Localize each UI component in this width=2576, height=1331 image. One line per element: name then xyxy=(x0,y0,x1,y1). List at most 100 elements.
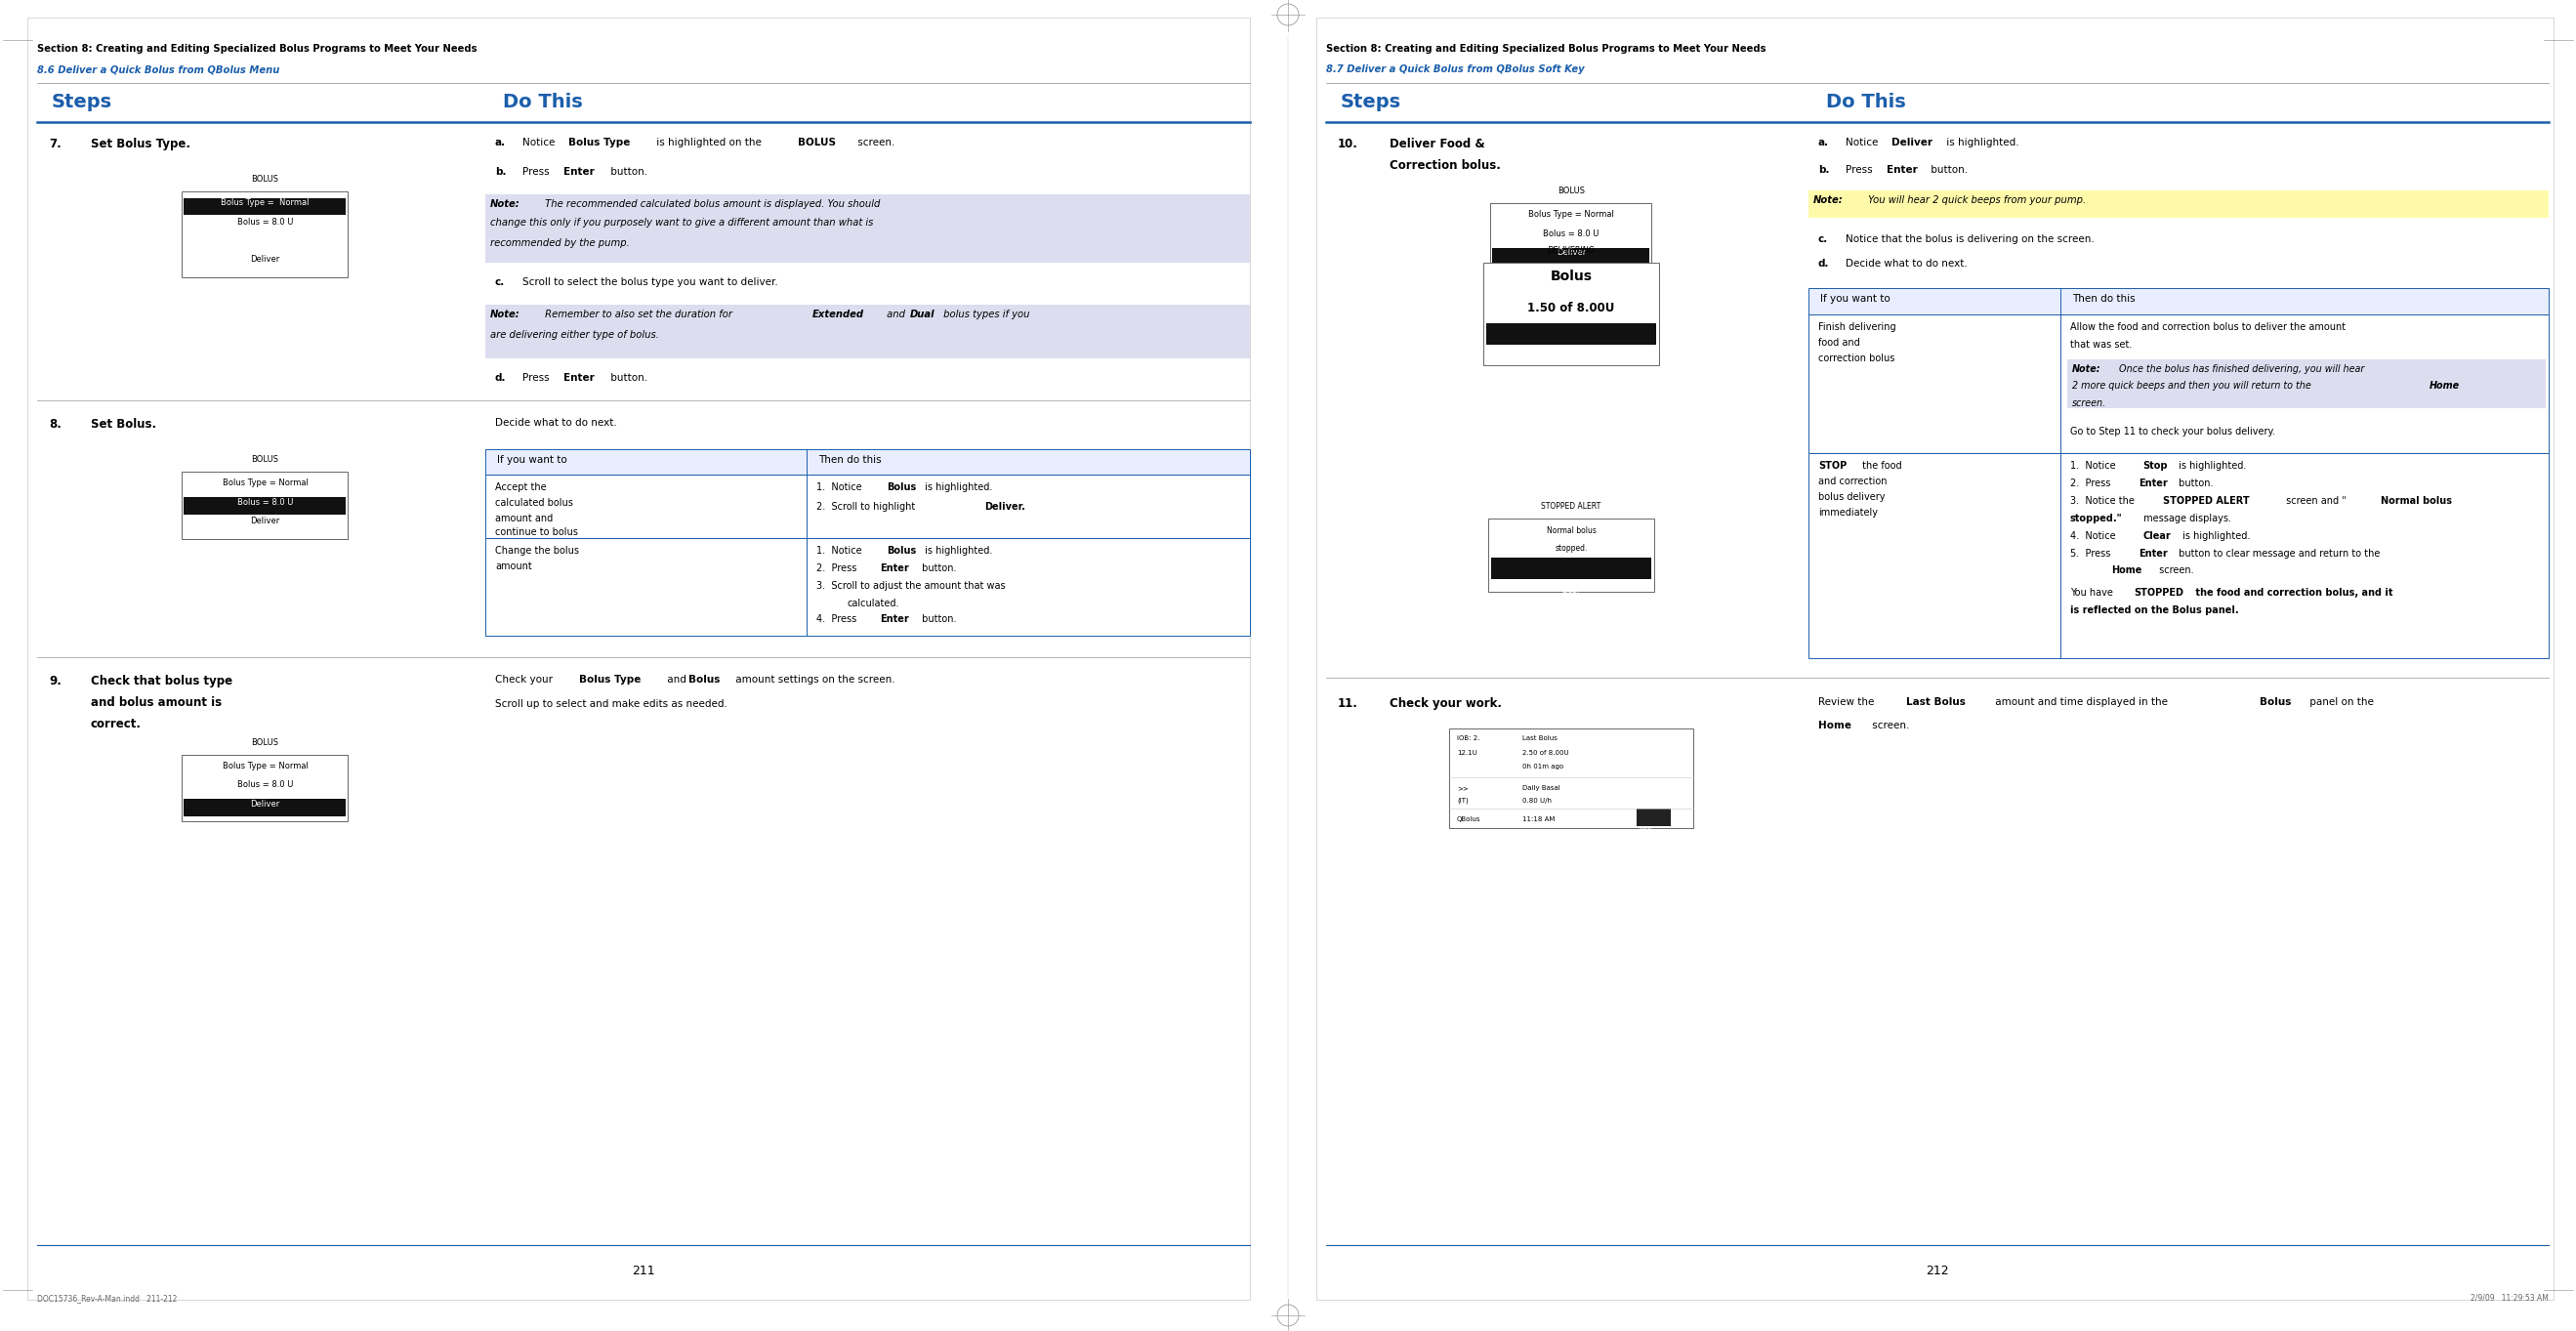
Text: Enter: Enter xyxy=(878,614,909,624)
Text: Deliver.: Deliver. xyxy=(984,502,1025,511)
Text: stopped.": stopped." xyxy=(2071,514,2123,523)
Text: Clear: Clear xyxy=(1561,586,1582,595)
Text: Scroll to select the bolus type you want to deliver.: Scroll to select the bolus type you want… xyxy=(523,277,778,287)
Text: Bolus Type = Normal: Bolus Type = Normal xyxy=(222,479,309,487)
Bar xyxy=(1489,519,1654,592)
Text: Bolus: Bolus xyxy=(1551,269,1592,284)
Text: Note:: Note: xyxy=(1814,196,1844,205)
Text: c.: c. xyxy=(495,277,505,287)
Text: Do This: Do This xyxy=(1826,93,1906,112)
Text: Enter: Enter xyxy=(878,563,909,574)
Text: Note:: Note: xyxy=(489,200,520,209)
Text: Enter: Enter xyxy=(564,166,595,177)
Text: Normal bolus: Normal bolus xyxy=(1546,526,1597,535)
Text: Bolus Type: Bolus Type xyxy=(580,675,641,684)
Text: Bolus = 8.0 U: Bolus = 8.0 U xyxy=(237,498,294,506)
Text: 0h 01m ago: 0h 01m ago xyxy=(1522,764,1564,769)
Text: Bolus = 8.0 U: Bolus = 8.0 U xyxy=(1543,229,1600,238)
Text: 10.: 10. xyxy=(1337,137,1358,150)
Text: the food and correction bolus, and it: the food and correction bolus, and it xyxy=(2192,588,2393,598)
Text: is highlighted.: is highlighted. xyxy=(1942,137,2020,148)
Text: Bolus Type: Bolus Type xyxy=(569,137,631,148)
Text: amount and: amount and xyxy=(495,514,554,523)
Bar xyxy=(1808,314,2548,453)
Bar xyxy=(183,198,345,214)
Bar xyxy=(183,496,345,514)
Text: 11.: 11. xyxy=(1337,697,1358,709)
Text: Deliver: Deliver xyxy=(250,800,281,808)
Text: 2.  Press: 2. Press xyxy=(817,563,860,574)
Text: Steps: Steps xyxy=(52,93,113,112)
Bar xyxy=(1484,262,1659,365)
Text: correct.: correct. xyxy=(90,717,142,731)
Text: bolus delivery: bolus delivery xyxy=(1819,492,1886,502)
Text: Home: Home xyxy=(2110,566,2141,575)
Text: is highlighted.: is highlighted. xyxy=(922,546,992,555)
Text: STOPPED ALERT: STOPPED ALERT xyxy=(1540,502,1602,511)
Text: Bolus Type = Normal: Bolus Type = Normal xyxy=(1528,210,1615,218)
Text: b.: b. xyxy=(1819,165,1829,174)
Text: and: and xyxy=(884,310,909,319)
Text: Deliver Food &: Deliver Food & xyxy=(1388,137,1484,150)
Text: b.: b. xyxy=(495,166,507,177)
Text: Bolus = 8.0 U: Bolus = 8.0 U xyxy=(237,217,294,226)
Text: 11:18 AM: 11:18 AM xyxy=(1522,816,1556,823)
Text: Check your work.: Check your work. xyxy=(1388,697,1502,709)
Text: that was set.: that was set. xyxy=(2071,339,2133,350)
Text: and bolus amount is: and bolus amount is xyxy=(90,696,222,709)
Text: is highlighted.: is highlighted. xyxy=(922,482,992,492)
Text: BOLUS: BOLUS xyxy=(252,455,278,463)
Text: a.: a. xyxy=(1819,137,1829,148)
Text: Remember to also set the duration for: Remember to also set the duration for xyxy=(541,310,734,319)
Text: recommended by the pump.: recommended by the pump. xyxy=(489,238,629,248)
Text: Notice: Notice xyxy=(1844,137,1880,148)
Text: BOLUS: BOLUS xyxy=(252,174,278,184)
Bar xyxy=(1808,190,2548,218)
Text: Enter: Enter xyxy=(2138,479,2166,488)
Text: Deliver: Deliver xyxy=(250,516,281,526)
Text: Set Bolus.: Set Bolus. xyxy=(90,418,157,431)
Text: Bolus: Bolus xyxy=(688,675,721,684)
Text: Change the bolus: Change the bolus xyxy=(495,546,580,555)
Text: IOB: 2.: IOB: 2. xyxy=(1458,735,1479,741)
Text: screen.: screen. xyxy=(1870,720,1909,731)
Text: bolus types if you: bolus types if you xyxy=(940,310,1030,319)
Text: Scroll up to select and make edits as needed.: Scroll up to select and make edits as ne… xyxy=(495,699,726,709)
Text: Enter: Enter xyxy=(2138,548,2166,559)
Text: a.: a. xyxy=(495,137,505,148)
Text: Steps: Steps xyxy=(1340,93,1401,112)
Bar xyxy=(1492,248,1649,265)
Text: immediately: immediately xyxy=(1819,508,1878,518)
Text: Stop: Stop xyxy=(1561,351,1582,361)
Text: change this only if you purposely want to give a different amount than what is: change this only if you purposely want t… xyxy=(489,218,873,228)
Text: BOLUS: BOLUS xyxy=(252,739,278,747)
Bar xyxy=(1808,287,2548,314)
Text: 2 more quick beeps and then you will return to the: 2 more quick beeps and then you will ret… xyxy=(2071,381,2313,390)
Text: Do This: Do This xyxy=(502,93,582,112)
Bar xyxy=(484,449,1249,475)
Text: 8.6 Deliver a Quick Bolus from QBolus Menu: 8.6 Deliver a Quick Bolus from QBolus Me… xyxy=(36,64,281,75)
Text: Normal bolus: Normal bolus xyxy=(2380,496,2452,506)
Text: 0.80 U/h: 0.80 U/h xyxy=(1522,797,1551,804)
Text: Deliver: Deliver xyxy=(1891,137,1932,148)
Text: QBolus: QBolus xyxy=(1458,816,1481,823)
Text: is highlighted.: is highlighted. xyxy=(2174,461,2246,471)
Text: is highlighted.: is highlighted. xyxy=(2179,531,2249,540)
Text: You will hear 2 quick beeps from your pump.: You will hear 2 quick beeps from your pu… xyxy=(1865,196,2087,205)
Text: screen.: screen. xyxy=(2071,398,2107,409)
Text: Bolus: Bolus xyxy=(886,482,917,492)
Text: 9.: 9. xyxy=(49,675,62,688)
Text: is highlighted on the: is highlighted on the xyxy=(654,137,765,148)
Text: screen.: screen. xyxy=(855,137,894,148)
Text: is reflected on the Bolus panel.: is reflected on the Bolus panel. xyxy=(2071,606,2239,615)
Text: Allow the food and correction bolus to deliver the amount: Allow the food and correction bolus to d… xyxy=(2071,322,2344,331)
Text: 4.  Notice: 4. Notice xyxy=(2071,531,2117,540)
Text: Press: Press xyxy=(523,373,554,383)
Text: 211: 211 xyxy=(631,1264,654,1278)
Text: Section 8: Creating and Editing Specialized Bolus Programs to Meet Your Needs: Section 8: Creating and Editing Speciali… xyxy=(36,44,477,53)
Text: Note:: Note: xyxy=(489,310,520,319)
Text: Then do this: Then do this xyxy=(819,455,881,465)
Text: Clear: Clear xyxy=(2143,531,2172,540)
Text: The recommended calculated bolus amount is displayed. You should: The recommended calculated bolus amount … xyxy=(541,200,881,209)
Text: Enter: Enter xyxy=(564,373,595,383)
